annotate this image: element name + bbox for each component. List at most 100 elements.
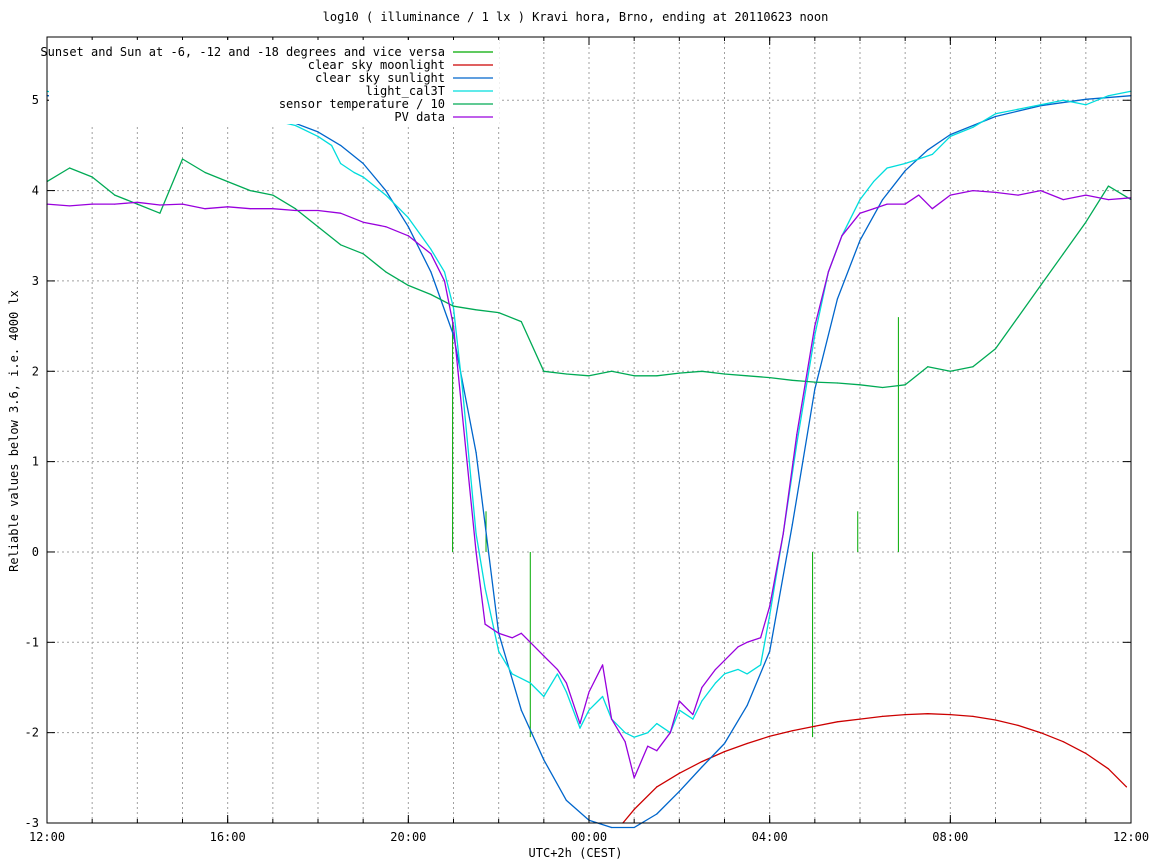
data-point	[931, 208, 933, 210]
data-point	[723, 742, 726, 745]
data-point	[791, 524, 793, 526]
data-point	[498, 632, 500, 634]
data-point	[769, 377, 771, 379]
data-point	[407, 284, 409, 287]
data-point	[1062, 99, 1064, 101]
data-point	[723, 373, 726, 375]
data-point	[317, 226, 319, 228]
data-point	[841, 235, 843, 237]
series-line	[622, 713, 1127, 824]
data-point	[520, 320, 522, 323]
data-point	[339, 244, 342, 246]
data-point	[565, 691, 568, 693]
legend-background	[49, 40, 499, 124]
data-point	[859, 718, 861, 720]
data-point	[927, 366, 929, 368]
data-point	[339, 144, 342, 147]
data-point	[249, 208, 251, 210]
data-point	[452, 325, 455, 327]
data-point	[1017, 724, 1019, 727]
data-point	[385, 189, 387, 192]
data-point	[272, 208, 274, 210]
data-point	[484, 587, 486, 589]
data-point	[511, 673, 513, 675]
data-point	[769, 650, 771, 652]
data-point	[610, 370, 613, 372]
data-point	[601, 664, 604, 666]
data-point	[904, 203, 906, 205]
data-point	[994, 719, 997, 721]
data-point	[814, 334, 816, 336]
data-point	[886, 167, 888, 169]
data-point	[543, 695, 545, 698]
data-point	[136, 203, 138, 205]
data-point	[1062, 253, 1064, 255]
series-line	[46, 90, 1132, 738]
data-point	[791, 730, 793, 732]
data-point	[385, 226, 387, 228]
data-point	[994, 115, 997, 118]
data-point	[814, 381, 816, 383]
data-point	[1085, 104, 1087, 106]
data-point	[714, 668, 717, 671]
data-point	[520, 632, 522, 634]
data-point	[181, 203, 184, 205]
data-point	[475, 533, 477, 535]
data-point	[317, 135, 319, 137]
data-point	[443, 271, 446, 273]
data-point	[949, 135, 951, 137]
data-point	[294, 209, 297, 212]
data-point	[475, 551, 477, 553]
data-point	[204, 171, 206, 174]
series-line	[46, 189, 1132, 779]
data-point	[461, 388, 464, 390]
data-point	[579, 723, 581, 725]
data-point	[972, 366, 974, 368]
data-point	[1062, 199, 1064, 201]
data-point	[633, 736, 635, 738]
data-point	[656, 813, 658, 815]
data-point	[91, 203, 93, 205]
data-point	[633, 375, 635, 377]
data-point	[1040, 284, 1042, 287]
data-point	[881, 199, 884, 201]
data-point	[452, 305, 455, 307]
data-point	[353, 171, 355, 174]
data-point	[760, 664, 762, 666]
data-point	[529, 682, 531, 684]
data-point	[737, 668, 739, 671]
chart-title: log10 ( illuminance / 1 lx ) Kravi hora,…	[322, 10, 829, 24]
data-point	[317, 209, 319, 212]
data-point	[678, 700, 680, 702]
data-point	[678, 790, 680, 792]
data-point	[385, 194, 387, 196]
data-point	[339, 212, 342, 214]
series-1	[452, 317, 899, 738]
data-point	[859, 239, 861, 241]
data-point	[294, 124, 297, 127]
data-point	[362, 176, 364, 178]
data-point	[1017, 194, 1019, 196]
data-point	[872, 180, 875, 183]
series-5	[46, 158, 1132, 389]
data-point	[579, 727, 581, 729]
data-point	[918, 158, 920, 160]
data-point	[678, 772, 680, 774]
data-point	[443, 280, 446, 282]
data-point	[385, 271, 387, 273]
data-point	[511, 637, 513, 639]
data-point	[949, 194, 951, 196]
data-point	[701, 700, 703, 702]
data-point	[746, 375, 748, 377]
data-point	[918, 194, 920, 196]
y-tick-label: 3	[32, 274, 39, 288]
data-point	[1062, 741, 1064, 743]
data-point	[1107, 95, 1110, 97]
data-point	[814, 725, 816, 727]
data-point	[881, 715, 884, 717]
data-point	[746, 742, 748, 745]
x-tick-label: 12:00	[29, 830, 65, 844]
data-point	[227, 206, 229, 208]
data-point	[949, 713, 951, 716]
data-point	[610, 826, 613, 829]
